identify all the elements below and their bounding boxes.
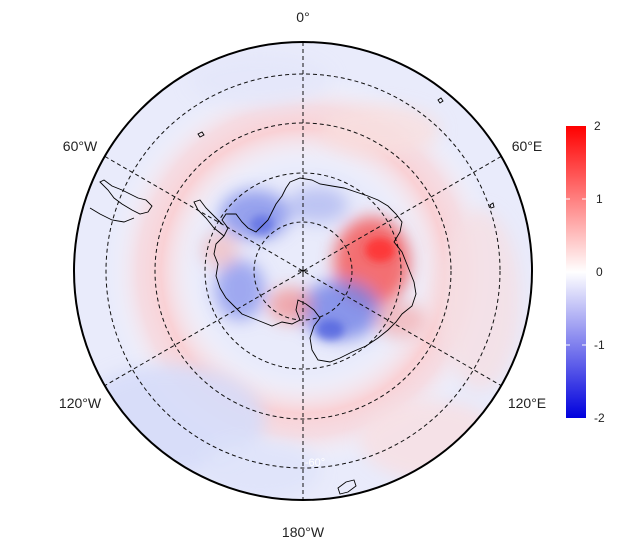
- colorbar-tick-1: 1: [596, 192, 603, 206]
- longitude-labels: 0° 60°E 120°E 180°W 120°W 60°W: [59, 9, 546, 540]
- colorbar-tick-neg2: -2: [594, 411, 605, 425]
- meridian-60e-120w: [104, 156, 502, 386]
- label-60w: 60°W: [63, 138, 98, 154]
- south-pole-marker: [298, 266, 308, 276]
- label-120e: 120°E: [508, 395, 546, 411]
- map-boundary: [73, 41, 533, 501]
- colorbar-tick-marks: [566, 198, 586, 346]
- antarctica-coastline: [213, 177, 417, 363]
- latitude-circle-60: [154, 122, 452, 420]
- colorbar-tick-neg1: -1: [594, 338, 605, 352]
- label-60e: 60°E: [512, 138, 543, 154]
- label-180w: 180°W: [282, 524, 325, 540]
- colorbar: 2 1 0 -1 -2: [566, 119, 605, 425]
- colorbar-tick-0: 0: [596, 265, 603, 279]
- label-120w: 120°W: [59, 395, 102, 411]
- latitude-circle-70: [204, 172, 402, 370]
- colorbar-gradient: [566, 126, 586, 418]
- latitude-label: -60°: [305, 457, 325, 469]
- graticule: [104, 42, 502, 500]
- label-0: 0°: [296, 9, 309, 25]
- new-zealand-coastline: [337, 479, 357, 495]
- peninsula-coastline: [193, 199, 225, 237]
- island-coastline: [197, 97, 495, 209]
- coastline: [89, 97, 495, 495]
- latitude-circle-80: [253, 221, 353, 321]
- south-america-coastline: [89, 179, 153, 223]
- colorbar-tick-2: 2: [594, 119, 601, 133]
- meridian-60w-120e: [104, 156, 502, 386]
